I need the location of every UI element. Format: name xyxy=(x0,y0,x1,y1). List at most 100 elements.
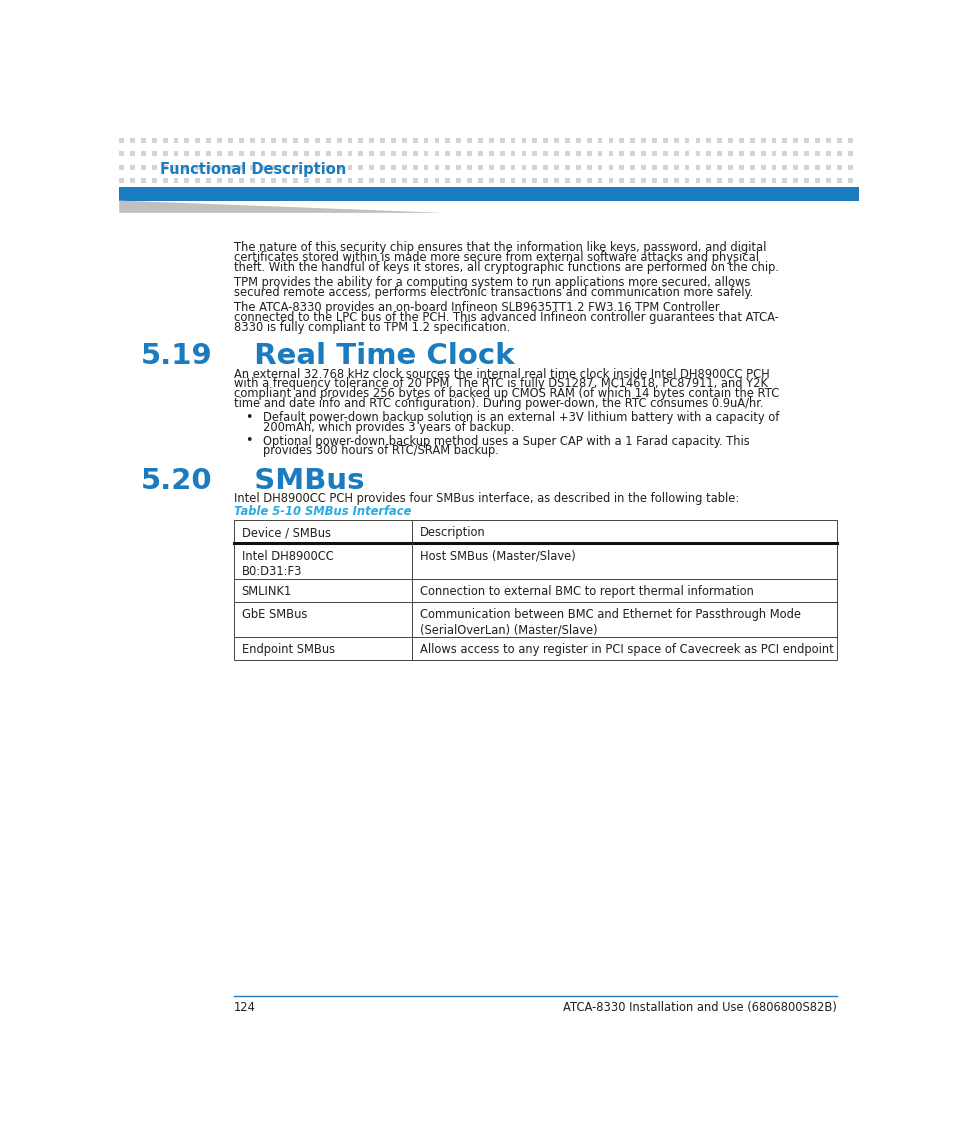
Bar xyxy=(152,151,156,156)
Bar xyxy=(499,179,504,183)
Bar xyxy=(391,151,395,156)
Bar xyxy=(705,151,710,156)
Bar xyxy=(314,151,319,156)
Bar xyxy=(793,179,798,183)
Bar xyxy=(358,179,363,183)
Bar xyxy=(576,139,580,143)
Bar xyxy=(445,139,450,143)
Bar xyxy=(771,151,776,156)
Text: •: • xyxy=(245,411,253,424)
Bar xyxy=(423,165,428,169)
Bar xyxy=(456,151,460,156)
Bar xyxy=(282,151,287,156)
Bar xyxy=(836,151,841,156)
Bar xyxy=(488,151,494,156)
Bar xyxy=(814,151,819,156)
Bar xyxy=(532,165,537,169)
Text: The ATCA-8330 provides an on-board Infineon SLB9635TT1.2 FW3.16 TPM Controller: The ATCA-8330 provides an on-board Infin… xyxy=(233,301,719,315)
Bar xyxy=(250,165,254,169)
Bar xyxy=(380,165,385,169)
Bar xyxy=(717,139,721,143)
Bar xyxy=(532,151,537,156)
Bar xyxy=(825,151,830,156)
Text: Connection to external BMC to report thermal information: Connection to external BMC to report the… xyxy=(419,585,753,598)
Bar xyxy=(272,139,276,143)
Bar xyxy=(233,578,836,602)
Bar xyxy=(304,139,309,143)
Bar xyxy=(467,165,472,169)
Text: The nature of this security chip ensures that the information like keys, passwor: The nature of this security chip ensures… xyxy=(233,242,765,254)
Bar xyxy=(141,151,146,156)
Text: •: • xyxy=(245,434,253,447)
Bar xyxy=(293,165,297,169)
Bar xyxy=(272,151,276,156)
Bar xyxy=(423,179,428,183)
Bar xyxy=(499,139,504,143)
Bar xyxy=(554,151,558,156)
Text: Endpoint SMBus: Endpoint SMBus xyxy=(241,643,335,656)
Bar xyxy=(576,179,580,183)
Text: time and date info and RTC configuration). During power-down, the RTC consumes 0: time and date info and RTC configuration… xyxy=(233,397,762,410)
Bar xyxy=(608,139,613,143)
Bar xyxy=(695,151,700,156)
Bar xyxy=(662,165,667,169)
Bar xyxy=(477,165,482,169)
Bar xyxy=(391,139,395,143)
Bar xyxy=(233,520,836,544)
Bar xyxy=(369,179,374,183)
Bar xyxy=(369,165,374,169)
Bar xyxy=(651,139,656,143)
Bar xyxy=(467,139,472,143)
Bar xyxy=(173,165,178,169)
Bar xyxy=(119,151,124,156)
Text: secured remote access, performs electronic transactions and communication more s: secured remote access, performs electron… xyxy=(233,286,753,299)
Text: Device / SMBus: Device / SMBus xyxy=(241,527,331,539)
Bar xyxy=(391,165,395,169)
Text: provides 300 hours of RTC/SRAM backup.: provides 300 hours of RTC/SRAM backup. xyxy=(263,444,498,457)
Text: Table 5-10 SMBus Interface: Table 5-10 SMBus Interface xyxy=(233,505,411,518)
Bar xyxy=(250,151,254,156)
Text: Intel DH8900CC PCH provides four SMBus interface, as described in the following : Intel DH8900CC PCH provides four SMBus i… xyxy=(233,492,739,505)
Bar xyxy=(445,151,450,156)
Bar xyxy=(282,179,287,183)
Bar xyxy=(358,139,363,143)
Bar xyxy=(695,179,700,183)
Bar xyxy=(163,139,168,143)
Bar xyxy=(217,165,222,169)
Bar xyxy=(618,151,623,156)
Bar xyxy=(554,179,558,183)
Bar xyxy=(630,139,635,143)
Bar xyxy=(347,139,352,143)
Bar xyxy=(586,165,591,169)
Bar xyxy=(488,139,494,143)
Bar xyxy=(314,179,319,183)
Bar xyxy=(314,139,319,143)
Bar xyxy=(456,165,460,169)
Bar xyxy=(467,151,472,156)
Bar xyxy=(326,165,331,169)
Bar xyxy=(467,179,472,183)
Bar xyxy=(847,151,852,156)
Bar xyxy=(705,165,710,169)
Bar xyxy=(684,139,689,143)
Bar xyxy=(184,165,189,169)
Bar xyxy=(282,165,287,169)
Bar xyxy=(206,151,211,156)
Bar xyxy=(662,179,667,183)
Text: Default power-down backup solution is an external +3V lithium battery with a cap: Default power-down backup solution is an… xyxy=(263,411,779,425)
Bar xyxy=(435,165,439,169)
Bar xyxy=(250,179,254,183)
Bar xyxy=(510,151,515,156)
Bar xyxy=(336,179,341,183)
Bar xyxy=(369,151,374,156)
Bar xyxy=(554,165,558,169)
Bar xyxy=(662,139,667,143)
Bar xyxy=(739,165,743,169)
Bar xyxy=(739,151,743,156)
Bar xyxy=(608,151,613,156)
Bar xyxy=(793,151,798,156)
Bar xyxy=(695,139,700,143)
Bar xyxy=(184,179,189,183)
Bar xyxy=(141,139,146,143)
Bar xyxy=(435,139,439,143)
